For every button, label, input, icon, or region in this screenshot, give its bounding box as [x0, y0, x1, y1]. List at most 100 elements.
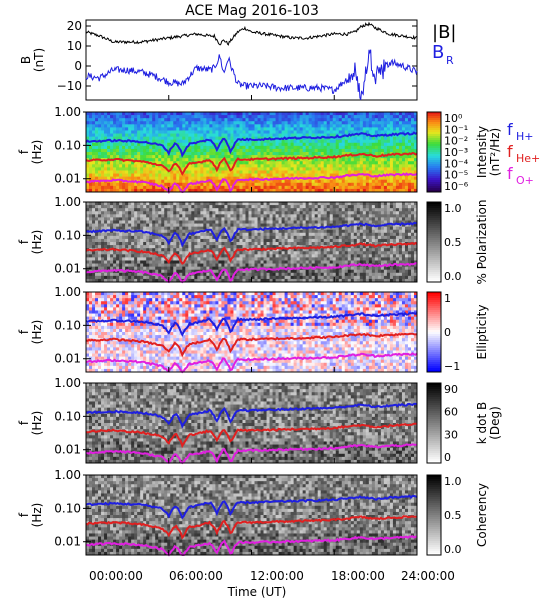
spectrogram-cell: [107, 145, 111, 150]
spectrogram-cell: [374, 112, 379, 116]
spectrogram-cell: [143, 211, 147, 215]
spectrogram-cell: [275, 121, 279, 125]
spectrogram-cell: [221, 115, 225, 119]
spectrogram-cell: [122, 272, 126, 277]
spectrogram-cell: [173, 232, 177, 237]
spectrogram-cell: [296, 130, 301, 134]
spectrogram-cell: [362, 148, 367, 153]
spectrogram-cell: [242, 211, 246, 215]
spectrogram-cell: [206, 278, 210, 283]
spectrogram-cell: [257, 115, 261, 119]
spectrogram-cell: [215, 214, 219, 218]
spectrogram-cell: [278, 161, 282, 165]
spectrogram-cell: [239, 223, 243, 228]
colorbar-step: [427, 160, 441, 163]
spectrogram-cell: [197, 214, 201, 218]
spectrogram-cell: [116, 142, 120, 147]
spectrogram-cell: [278, 205, 282, 209]
spectrogram-cell: [164, 248, 168, 252]
spectrogram-cell: [278, 127, 282, 131]
spectrogram-cell: [227, 152, 231, 156]
spectrogram-cell: [395, 170, 400, 174]
spectrogram-cell: [320, 164, 325, 168]
spectrogram-cell: [383, 164, 388, 168]
spectrogram-cell: [194, 121, 198, 125]
spectrogram-cell: [299, 245, 304, 249]
spectrogram-cell: [101, 136, 105, 141]
spectrogram-cell: [107, 251, 111, 255]
spectrogram-cell: [230, 266, 234, 271]
spectrogram-cell: [89, 118, 93, 122]
spectrogram-cell: [170, 202, 174, 206]
spectrogram-cell: [236, 266, 240, 271]
spectrogram-cell: [278, 142, 282, 147]
spectrogram-cell: [203, 124, 207, 128]
spectrogram-cell: [356, 170, 361, 174]
spectrogram-cell: [266, 142, 270, 147]
spectrogram-cell: [395, 176, 400, 181]
spectrogram-cell: [296, 167, 301, 171]
spectrogram-cell: [380, 188, 385, 193]
spectrogram-cell: [224, 173, 228, 178]
spectrogram-cell: [113, 202, 117, 206]
spectrogram-cell: [275, 254, 279, 258]
spectrogram-cell: [128, 145, 132, 150]
spectrogram-cell: [272, 133, 276, 138]
spectrogram-cell: [101, 173, 105, 178]
spectrogram-cell: [128, 217, 132, 221]
spectrogram-cell: [239, 118, 243, 122]
spectrogram-cell: [233, 173, 237, 178]
spectrogram-cell: [98, 214, 102, 218]
spectrogram-cell: [194, 155, 198, 159]
spectrogram-cell: [248, 121, 252, 125]
spectrogram-cell: [356, 158, 361, 162]
spectrogram-cell: [86, 232, 90, 237]
spectrogram-cell: [134, 136, 138, 141]
spectrogram-cell: [173, 115, 177, 119]
spectrogram-cell: [221, 139, 225, 144]
spectrogram-cell: [305, 188, 310, 193]
spectrogram-cell: [200, 182, 204, 187]
spectrogram-cell: [143, 260, 147, 264]
spectrogram-cell: [110, 112, 114, 116]
spectrogram-cell: [143, 182, 147, 187]
spectrogram-cell: [146, 202, 150, 206]
spectrogram-cell: [137, 202, 141, 206]
spectrogram-cell: [167, 164, 171, 168]
spectrogram-cell: [92, 232, 96, 237]
spectrogram-cell: [221, 179, 225, 184]
spectrogram-cell: [341, 112, 346, 116]
spectrogram-cell: [161, 260, 165, 264]
spectrogram-cell: [134, 202, 138, 206]
spectrogram-cell: [152, 263, 156, 268]
spectrogram-cell: [98, 155, 102, 159]
spectrogram-cell: [266, 139, 270, 144]
spectrogram-cell: [95, 118, 99, 122]
spectrogram-cell: [98, 152, 102, 156]
spectrogram-cell: [131, 278, 135, 283]
spectrogram-cell: [374, 145, 379, 150]
spectrogram-cell: [236, 121, 240, 125]
spectrogram-cell: [311, 269, 316, 274]
spectrogram-cell: [314, 185, 319, 190]
spectrogram-cell: [368, 136, 373, 141]
spectrogram-cell: [101, 164, 105, 168]
spectrogram-cell: [212, 170, 216, 174]
spectrogram-cell: [107, 263, 111, 268]
spectrogram-cell: [230, 139, 234, 144]
spectrogram-cell: [269, 260, 273, 264]
spectrogram-cell: [272, 229, 276, 234]
spectrogram-cell: [155, 260, 159, 264]
spectrogram-cell: [311, 278, 316, 283]
spectrogram-cell: [125, 208, 129, 212]
spectrogram-cell: [398, 170, 403, 174]
spectrogram-cell: [260, 161, 264, 165]
spectrogram-cell: [401, 133, 406, 138]
spectrogram-cell: [101, 124, 105, 128]
spectrogram-cell: [152, 242, 156, 246]
spectrogram-cell: [116, 266, 120, 271]
spectrogram-cell: [107, 232, 111, 237]
spectrogram-cell: [341, 176, 346, 181]
spectrogram-cell: [191, 167, 195, 171]
spectrogram-cell: [305, 242, 310, 246]
